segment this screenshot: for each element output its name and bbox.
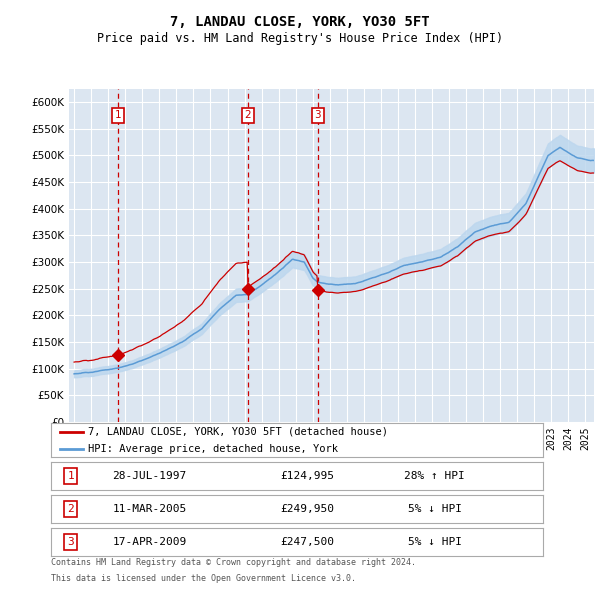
Text: Price paid vs. HM Land Registry's House Price Index (HPI): Price paid vs. HM Land Registry's House … [97,32,503,45]
Text: 17-APR-2009: 17-APR-2009 [112,537,187,547]
Text: 1: 1 [67,471,74,481]
Text: HPI: Average price, detached house, York: HPI: Average price, detached house, York [88,444,338,454]
Text: This data is licensed under the Open Government Licence v3.0.: This data is licensed under the Open Gov… [51,574,356,583]
Text: 28% ↑ HPI: 28% ↑ HPI [404,471,465,481]
Text: 11-MAR-2005: 11-MAR-2005 [112,504,187,514]
Text: 3: 3 [314,110,321,120]
Text: 2: 2 [67,504,74,514]
Text: 5% ↓ HPI: 5% ↓ HPI [408,537,462,547]
Text: £249,950: £249,950 [280,504,334,514]
Text: 28-JUL-1997: 28-JUL-1997 [112,471,187,481]
Text: 7, LANDAU CLOSE, YORK, YO30 5FT (detached house): 7, LANDAU CLOSE, YORK, YO30 5FT (detache… [88,427,388,437]
Text: £124,995: £124,995 [280,471,334,481]
Text: 7, LANDAU CLOSE, YORK, YO30 5FT: 7, LANDAU CLOSE, YORK, YO30 5FT [170,15,430,29]
Text: Contains HM Land Registry data © Crown copyright and database right 2024.: Contains HM Land Registry data © Crown c… [51,558,416,566]
Text: £247,500: £247,500 [280,537,334,547]
Text: 1: 1 [115,110,121,120]
Text: 3: 3 [67,537,74,547]
Text: 2: 2 [244,110,251,120]
Text: 5% ↓ HPI: 5% ↓ HPI [408,504,462,514]
